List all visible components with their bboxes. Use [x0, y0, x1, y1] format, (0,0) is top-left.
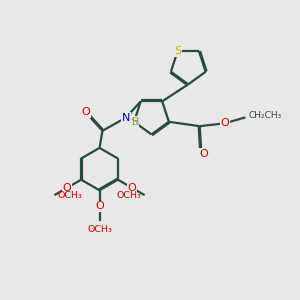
Text: S: S — [130, 117, 138, 127]
Text: OCH₃: OCH₃ — [87, 225, 112, 234]
Text: H: H — [132, 117, 139, 127]
Text: S: S — [174, 46, 181, 56]
Text: O: O — [95, 202, 104, 212]
Text: O: O — [220, 118, 229, 128]
Text: O: O — [81, 107, 90, 117]
Text: OCH₃: OCH₃ — [57, 191, 82, 200]
Text: O: O — [199, 148, 208, 159]
Text: CH₂CH₃: CH₂CH₃ — [249, 111, 282, 120]
Text: O: O — [63, 183, 71, 193]
Text: OCH₃: OCH₃ — [117, 191, 142, 200]
Text: N: N — [122, 112, 130, 123]
Text: O: O — [128, 183, 136, 193]
